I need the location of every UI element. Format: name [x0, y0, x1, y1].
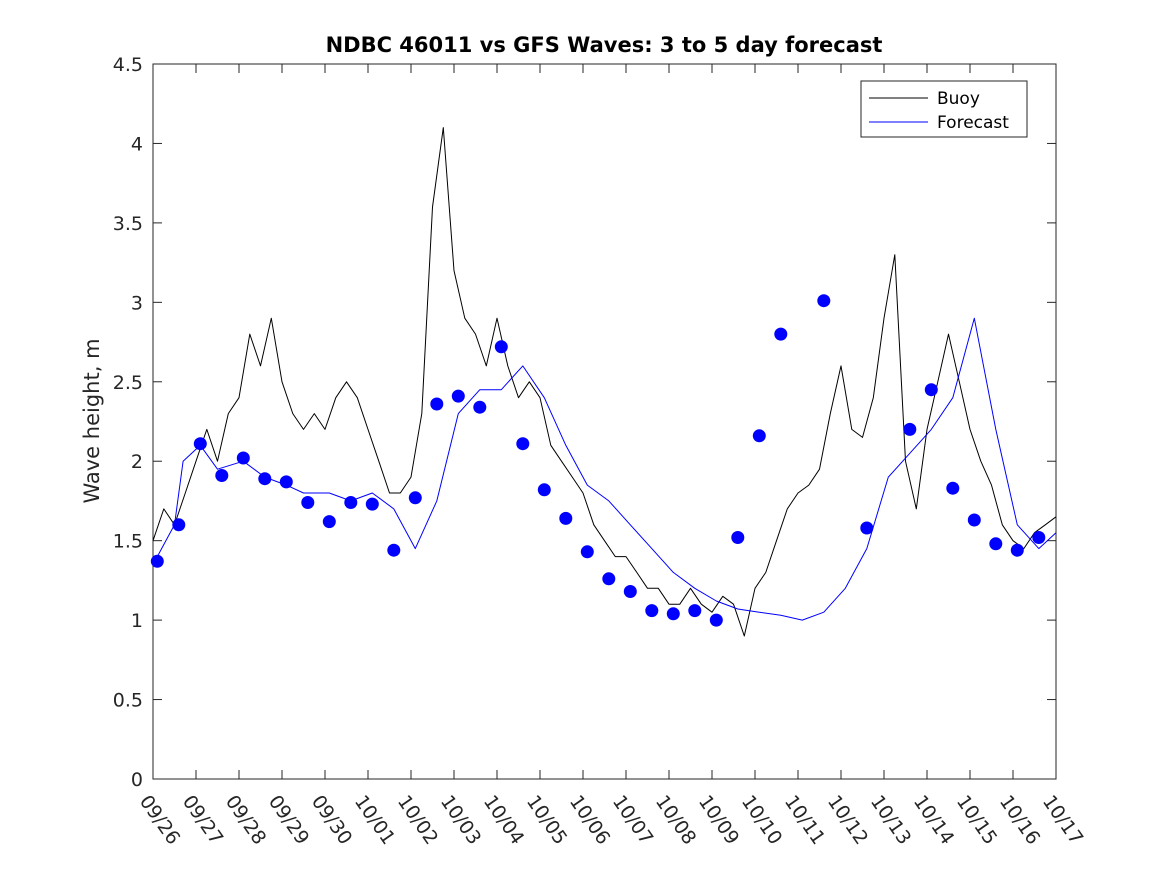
x-tick-label: 10/16 — [995, 791, 1044, 848]
forecast-point — [580, 545, 594, 559]
y-tick-label: 4 — [131, 133, 143, 155]
x-tick-label: 09/26 — [135, 791, 184, 848]
forecast-point — [430, 397, 444, 411]
y-tick-label: 1.5 — [113, 531, 143, 553]
forecast-markers — [150, 294, 1046, 627]
forecast-point — [967, 513, 981, 527]
y-tick-label: 0 — [131, 769, 143, 791]
x-tick-label: 09/28 — [221, 791, 270, 848]
forecast-point — [903, 422, 917, 436]
x-tick-label: 10/01 — [350, 791, 399, 848]
forecast-point — [365, 497, 379, 511]
x-tick-label: 10/06 — [565, 791, 614, 848]
forecast-point — [236, 451, 250, 465]
x-tick-label: 10/04 — [479, 791, 528, 848]
x-tick-label: 10/08 — [651, 791, 700, 848]
forecast-point — [258, 472, 272, 486]
forecast-point — [602, 572, 616, 586]
legend-box — [860, 80, 1028, 138]
forecast-point — [1010, 543, 1024, 557]
y-tick-label: 1 — [131, 610, 143, 632]
forecast-point — [559, 511, 573, 525]
forecast-point — [322, 515, 336, 529]
x-tick-label: 09/30 — [307, 791, 356, 848]
x-tick-label: 10/11 — [780, 791, 829, 848]
plot-area — [152, 63, 1057, 780]
x-tick-label: 10/09 — [694, 791, 743, 848]
forecast-point — [387, 543, 401, 557]
forecast-point — [774, 327, 788, 341]
forecast-point — [150, 554, 164, 568]
forecast-point — [1032, 531, 1046, 544]
chart-title: NDBC 46011 vs GFS Waves: 3 to 5 day fore… — [326, 33, 883, 57]
x-tick-label: 10/12 — [823, 791, 872, 848]
forecast-point — [344, 496, 358, 509]
x-tick-label: 09/29 — [264, 791, 313, 848]
forecast-point — [623, 585, 637, 598]
x-tick-label: 10/07 — [608, 791, 657, 848]
x-tick-label: 10/14 — [909, 791, 958, 848]
series-line-buoy — [152, 127, 1057, 637]
x-tick-label: 10/15 — [952, 791, 1001, 848]
forecast-point — [301, 496, 315, 509]
x-tick-label: 10/05 — [522, 791, 571, 848]
forecast-point — [989, 537, 1003, 551]
forecast-point — [924, 383, 938, 397]
forecast-point — [731, 531, 745, 544]
y-tick-label: 3 — [131, 292, 143, 314]
forecast-point — [516, 437, 530, 451]
legend-buoy-label: Buoy — [937, 89, 980, 109]
x-tick-label: 10/17 — [1038, 791, 1087, 848]
y-tick-label: 2.5 — [113, 372, 143, 394]
forecast-point — [473, 400, 487, 414]
forecast-point — [279, 475, 293, 489]
forecast-point — [666, 607, 680, 621]
x-tick-label: 10/02 — [393, 791, 442, 848]
forecast-point — [860, 521, 874, 535]
forecast-point — [817, 294, 831, 308]
y-tick-label: 4.5 — [113, 54, 143, 76]
forecast-point — [172, 518, 186, 532]
x-tick-label: 09/27 — [178, 791, 227, 848]
forecast-point — [494, 340, 508, 354]
forecast-point — [408, 491, 422, 505]
y-tick-label: 0.5 — [113, 690, 143, 712]
y-axis-label: Wave height, m — [80, 338, 104, 503]
forecast-point — [752, 429, 766, 443]
forecast-point — [688, 604, 702, 618]
legend: Buoy Forecast — [860, 80, 1028, 138]
x-tick-label: 10/10 — [737, 791, 786, 848]
y-tick-label: 2 — [131, 451, 143, 473]
legend-forecast-label: Forecast — [937, 113, 1009, 133]
x-tick-label: 10/13 — [866, 791, 915, 848]
forecast-point — [709, 613, 723, 627]
y-tick-label: 3.5 — [113, 213, 143, 235]
forecast-point — [537, 483, 551, 497]
forecast-point — [451, 389, 465, 403]
forecast-point — [645, 604, 659, 618]
forecast-point — [193, 437, 207, 451]
forecast-point — [946, 481, 960, 495]
x-tick-label: 10/03 — [436, 791, 485, 848]
forecast-point — [215, 469, 229, 482]
